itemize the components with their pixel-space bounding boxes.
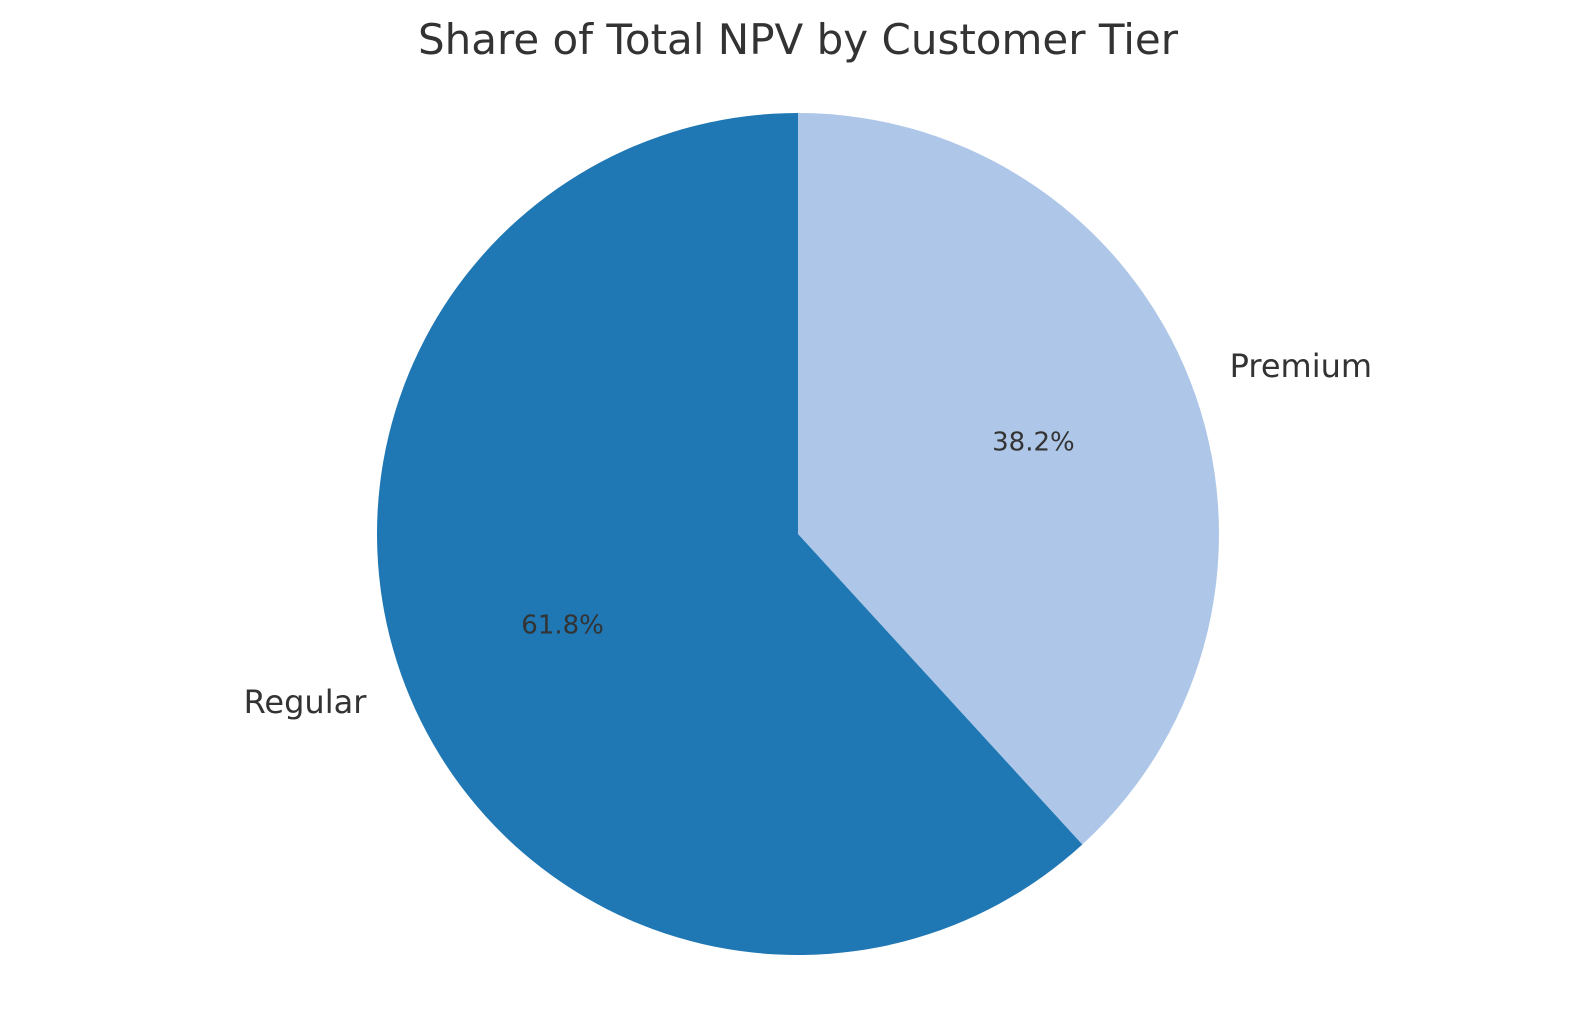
pie-slice-premium xyxy=(798,113,1219,845)
pie-pct-label-regular: 61.8% xyxy=(521,611,604,641)
chart-title: Share of Total NPV by Customer Tier xyxy=(418,15,1179,64)
pie-pct-label-premium: 38.2% xyxy=(992,427,1075,457)
pie-slice-regular xyxy=(376,113,1083,956)
pie-slices xyxy=(376,113,1219,956)
pie-label-premium: Premium xyxy=(1230,347,1372,385)
pie-labels: 38.2% Premium 61.8% Regular xyxy=(244,347,1372,721)
pie-label-regular: Regular xyxy=(244,683,368,721)
